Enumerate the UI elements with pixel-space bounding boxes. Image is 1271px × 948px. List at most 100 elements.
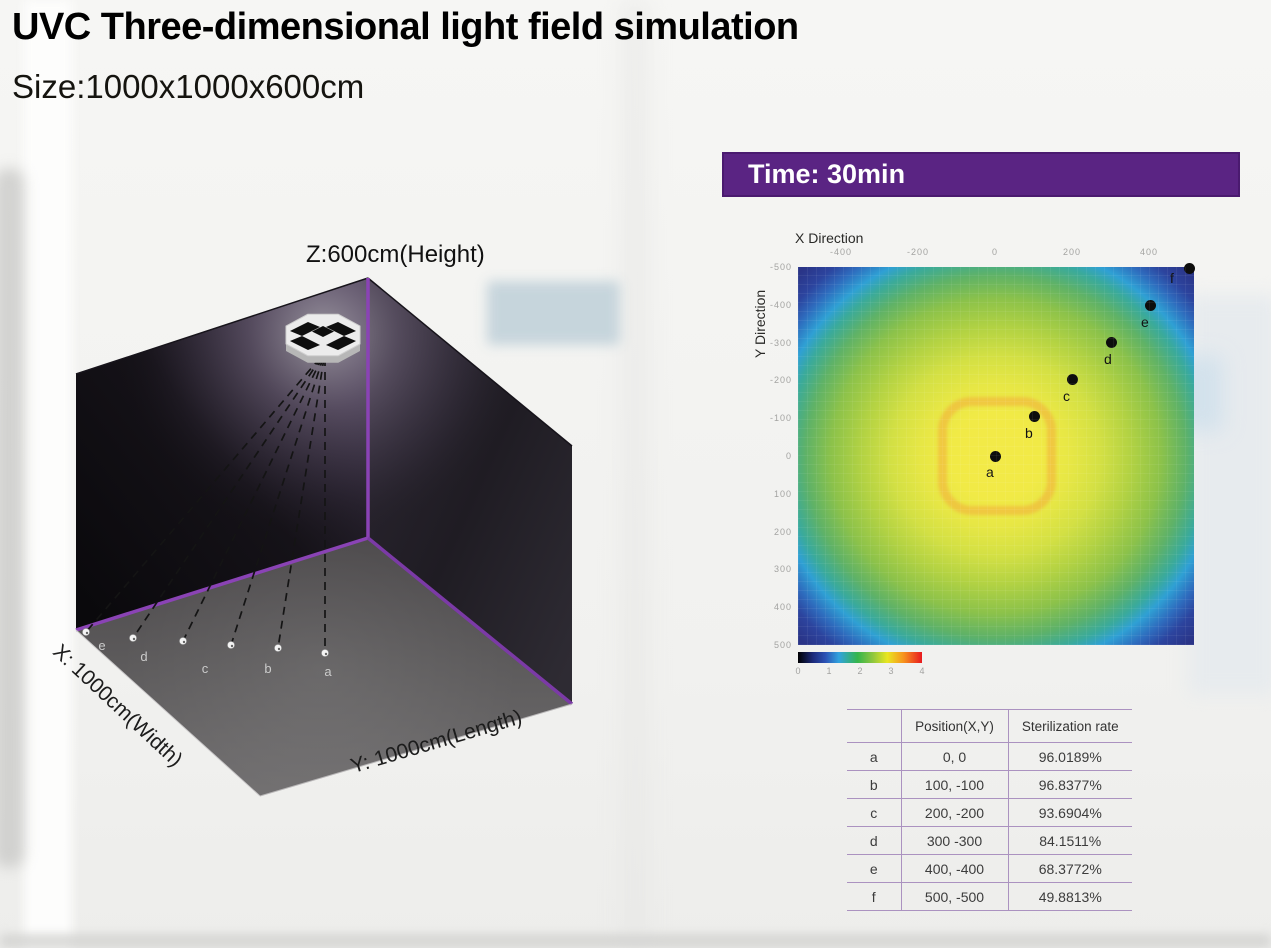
lamp-panel <box>326 322 356 336</box>
row-label: e <box>869 860 878 877</box>
floor-dot <box>179 637 187 645</box>
heatmap: a b c d e f <box>798 263 1195 645</box>
row-label: d <box>869 832 878 849</box>
table-header-position: Position(X,Y) <box>900 709 1009 743</box>
heatmap-point-label: d <box>1104 351 1112 367</box>
lamp-panel <box>326 336 356 350</box>
background-blur-shape <box>620 0 650 948</box>
row-position: 500, -500 <box>900 882 1009 911</box>
row-rate: 93.6904% <box>1038 804 1102 821</box>
floor-point-label: c <box>202 661 209 676</box>
heatmap-point-c <box>1067 374 1078 385</box>
heatmap-point-d <box>1106 337 1117 348</box>
table-header-blank <box>847 710 901 743</box>
colorbar-tick: 4 <box>919 666 925 676</box>
y-tick: 0 <box>785 451 792 461</box>
y-tick: 500 <box>773 640 792 650</box>
x-tick: 200 <box>1062 247 1082 257</box>
table-row: c 200, -200 93.6904% <box>847 798 1132 827</box>
floor-dot <box>129 634 137 642</box>
y-tick: 400 <box>773 602 792 612</box>
row-label: f <box>871 888 876 905</box>
y-tick: -300 <box>769 338 792 348</box>
cube-edge-purple <box>366 536 574 706</box>
y-tick: 200 <box>773 527 792 537</box>
floor-dot-shade <box>324 652 328 656</box>
colorbar-tick: 2 <box>857 666 863 676</box>
colorbar <box>798 652 922 663</box>
heatmap-point-label: c <box>1063 388 1070 404</box>
row-label: b <box>869 776 878 793</box>
y-tick: 100 <box>773 489 792 499</box>
background-blur-shape <box>0 934 1271 948</box>
cube-edge <box>367 277 573 447</box>
heatmap-point-label: f <box>1170 270 1174 286</box>
floor-point-label: d <box>140 649 147 664</box>
floor-points <box>82 628 329 657</box>
row-rate: 68.3772% <box>1038 860 1102 877</box>
table-row: a 0, 0 96.0189% <box>847 742 1132 771</box>
table-header-rate: Sterilization rate <box>1021 718 1119 734</box>
floor-dot-shade <box>85 631 89 635</box>
heatmap-point-label: e <box>1141 314 1149 330</box>
floor-dot-shade <box>132 637 136 641</box>
light-rays <box>85 357 326 653</box>
floor-dot-shade <box>230 644 234 648</box>
colorbar-tick: 3 <box>888 666 894 676</box>
row-rate: 96.8377% <box>1038 776 1102 793</box>
row-position: 200, -200 <box>900 798 1009 827</box>
heatmap-x-axis-title: X Direction <box>795 230 864 246</box>
x-tick: 0 <box>991 247 998 257</box>
cube-edge-purple <box>75 536 369 632</box>
row-rate: 96.0189% <box>1038 748 1102 765</box>
y-tick: -500 <box>769 262 792 272</box>
lamp-panel <box>290 336 320 350</box>
y-tick: -100 <box>769 413 792 423</box>
results-table: Position(X,Y) Sterilization rate a 0, 0 … <box>847 709 1132 911</box>
row-position: 0, 0 <box>900 742 1009 771</box>
lamp-panel <box>290 322 320 336</box>
lamp-glow <box>368 278 572 704</box>
row-rate: 49.8813% <box>1038 888 1102 905</box>
row-label: a <box>869 748 878 765</box>
cube-edge <box>75 629 261 797</box>
page-subtitle: Size:1000x1000x600cm <box>12 68 365 105</box>
y-tick: -200 <box>769 375 792 385</box>
page-title: UVC Three-dimensional light field simula… <box>12 6 799 48</box>
row-position: 400, -400 <box>900 854 1009 883</box>
colorbar-tick: 0 <box>795 666 801 676</box>
table-row: f 500, -500 49.8813% <box>847 882 1132 911</box>
cube-edge <box>75 277 369 375</box>
row-position: 300 -300 <box>900 826 1009 855</box>
floor-point-label: b <box>264 661 271 676</box>
time-banner: Time: 30min <box>722 152 1240 197</box>
floor-glow <box>76 538 572 796</box>
table-row: b 100, -100 96.8377% <box>847 770 1132 799</box>
cube-3d-diagram: e d c b a <box>75 277 574 797</box>
heatmap-point-f <box>1184 263 1195 274</box>
lamp-center-panel <box>312 326 334 337</box>
x-tick: 400 <box>1139 247 1159 257</box>
y-tick: 300 <box>773 564 792 574</box>
heatmap-point-b <box>1029 411 1040 422</box>
x-tick: -400 <box>829 247 852 257</box>
heatmap-point-label: b <box>1025 425 1033 441</box>
cube-edge <box>259 703 573 797</box>
x-tick: -200 <box>906 247 929 257</box>
heatmap-point-label: a <box>986 464 994 480</box>
table-row: e 400, -400 68.3772% <box>847 854 1132 883</box>
table-row: d 300 -300 84.1511% <box>847 826 1132 855</box>
floor-dot-shade <box>182 640 186 644</box>
heatmap-point-a <box>990 451 1001 462</box>
time-banner-label: Time: 30min <box>748 159 906 189</box>
floor-point-label: e <box>98 638 105 653</box>
floor-dot-shade <box>277 647 281 651</box>
floor-dot <box>321 649 329 657</box>
floor-dot <box>82 628 90 636</box>
floor-point-label: a <box>324 664 332 679</box>
cube-z-axis-label: Z:600cm(Height) <box>306 241 485 268</box>
background-blur-shape <box>1188 295 1271 695</box>
uvc-lamp-icon <box>285 313 361 363</box>
table-header-row: Position(X,Y) Sterilization rate <box>847 709 1132 743</box>
